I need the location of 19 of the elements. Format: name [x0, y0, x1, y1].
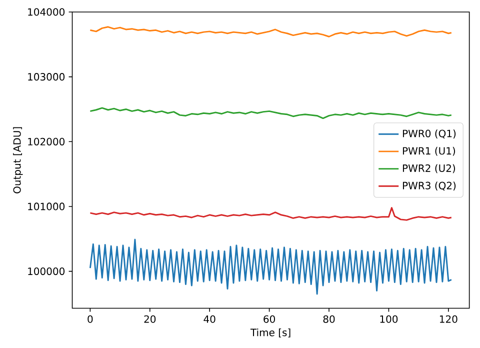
x-tick-label: 100 [380, 315, 398, 323]
y-tick-label: 101000 [28, 202, 65, 210]
legend-label: PWR0 (Q1) [402, 130, 456, 138]
legend-label: PWR3 (Q2) [402, 182, 456, 191]
y-tick-label: 100000 [28, 268, 65, 276]
x-tick-label: 120 [440, 315, 458, 323]
y-axis-title: Output [ADU] [13, 127, 23, 194]
line-series [89, 238, 452, 295]
x-tick-label: 0 [88, 315, 93, 323]
y-tick-label: 104000 [28, 8, 65, 16]
x-tick-label: 80 [323, 315, 335, 323]
y-tick-label: 103000 [28, 73, 65, 81]
y-tick-label: 102000 [28, 138, 65, 146]
x-axis-title: Time [s] [250, 328, 290, 338]
legend-label: PWR2 (U2) [402, 164, 456, 174]
x-tick-label: 20 [144, 315, 156, 323]
legend-label: PWR1 (U1) [402, 146, 456, 156]
x-tick-label: 40 [204, 315, 216, 323]
x-tick-label: 60 [264, 315, 275, 323]
